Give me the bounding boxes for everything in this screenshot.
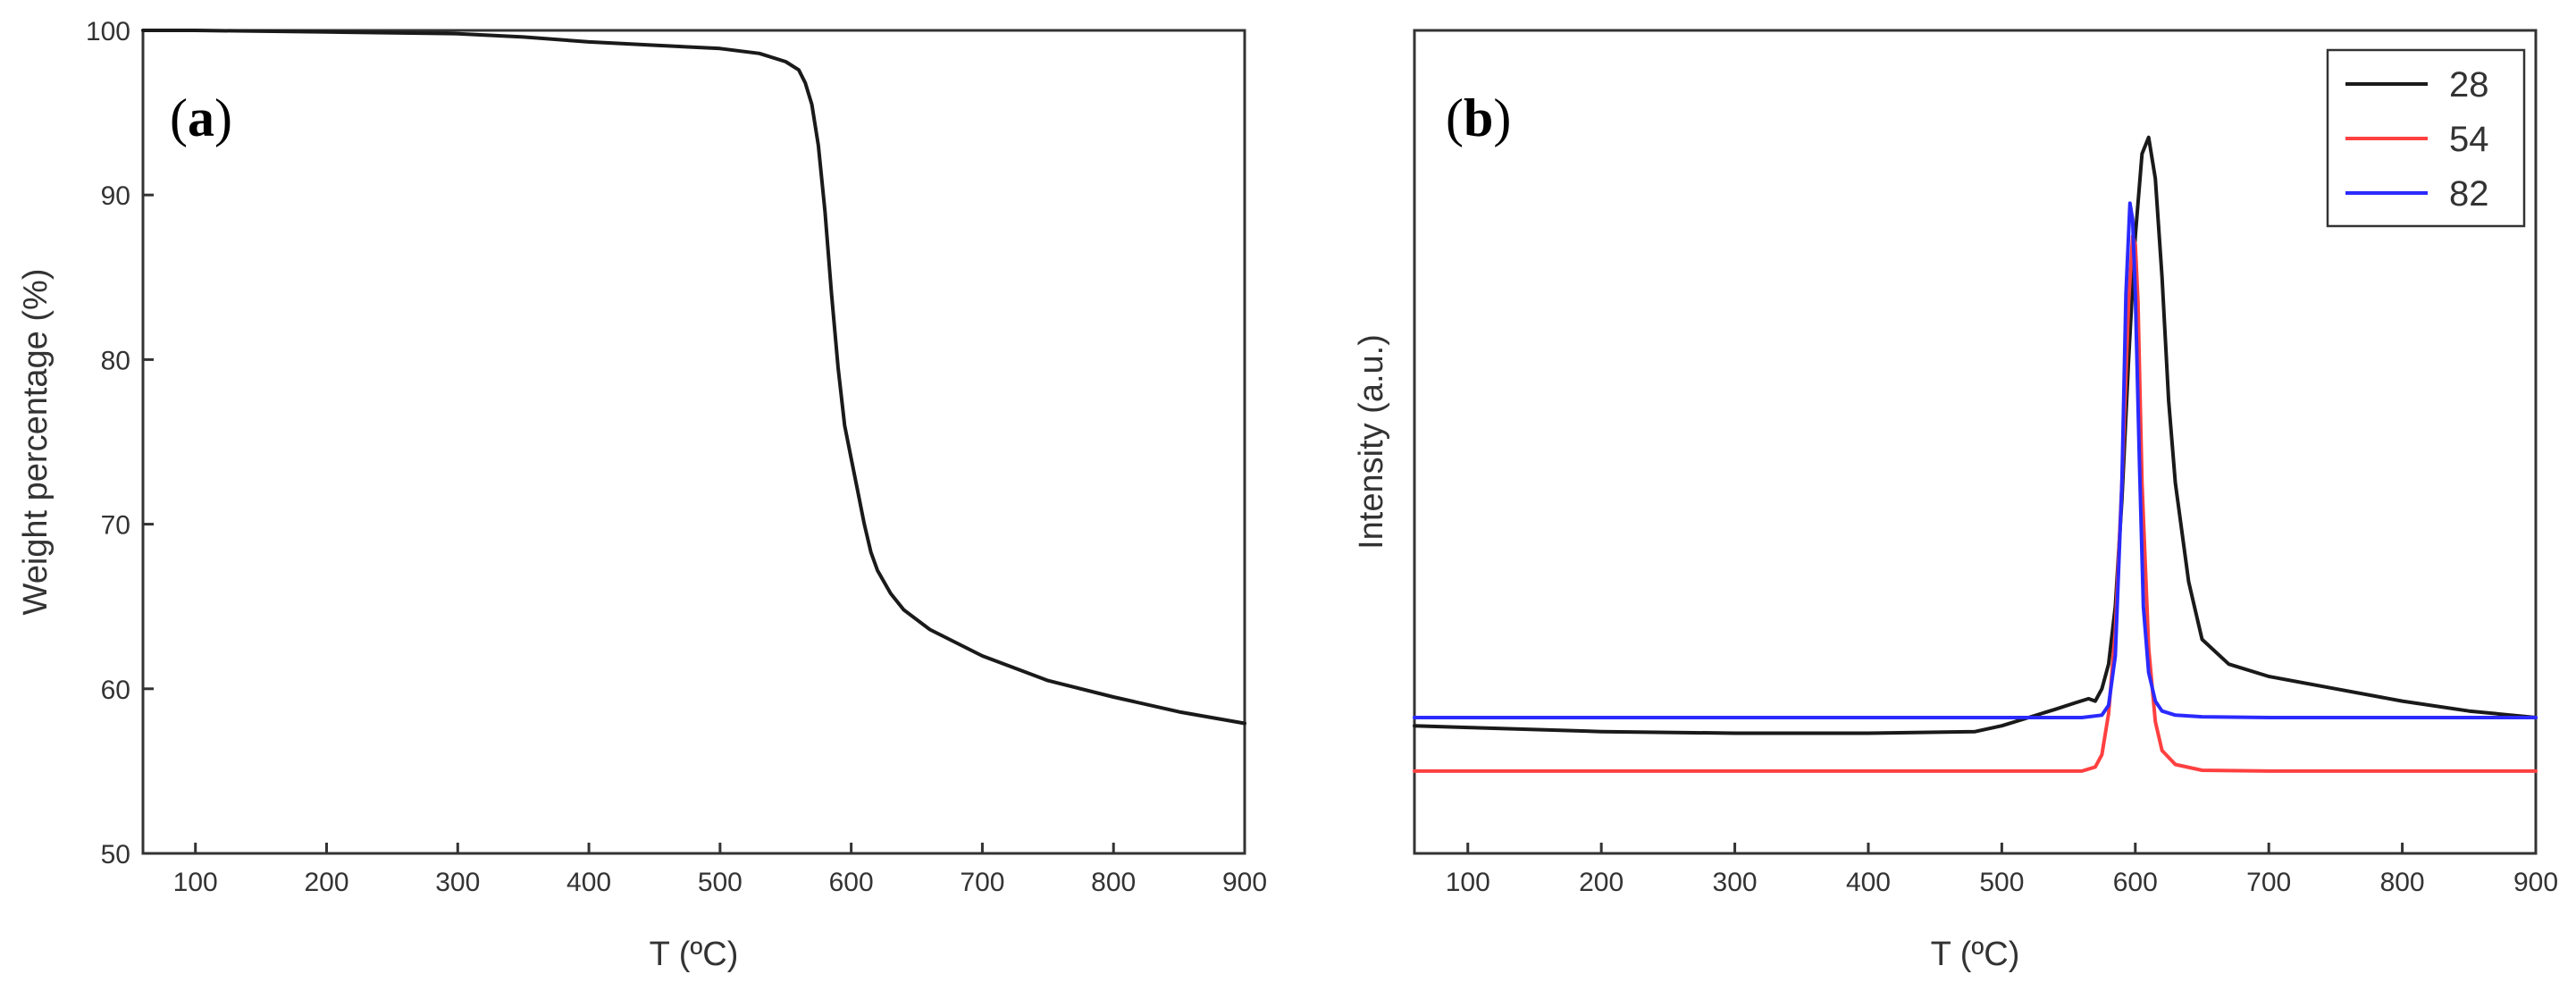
x-tick-label-a-800: 800: [1091, 868, 1136, 897]
x-tick-label-b-600: 600: [2113, 868, 2158, 897]
x-tick-label-a-900: 900: [1222, 868, 1267, 897]
x-tick-label-a-600: 600: [829, 868, 874, 897]
x-tick-label-a-400: 400: [566, 868, 611, 897]
chart-panel-a: 100 200 300 400 500 600 700 800 900 50 60 70 80 90 100…: [17, 17, 1267, 973]
x-tick-label-a-300: 300: [435, 868, 480, 897]
legend-label-54: 54: [2449, 120, 2489, 159]
panel-label-a: (a): [170, 88, 232, 147]
series-line-a-0: [141, 29, 1246, 726]
x-tick-label-b-300: 300: [1713, 868, 1758, 897]
legend-label-82: 82: [2449, 174, 2489, 214]
legend-label-28: 28: [2449, 65, 2489, 105]
plot-frame-b: [1413, 29, 2538, 855]
x-tick-label-b-800: 800: [2380, 868, 2425, 897]
x-axis-label-a: T (ºC): [650, 936, 739, 973]
x-tick-label-b-400: 400: [1846, 868, 1891, 897]
x-tick-label-a-500: 500: [698, 868, 743, 897]
x-tick-label-a-100: 100: [173, 868, 218, 897]
x-tick-label-a-200: 200: [304, 868, 348, 897]
x-axis-label-b: T (ºC): [1931, 936, 2020, 973]
chart-panel-b: 100 200 300 400 500 600 700 800 900 T (ºC) Intensi…: [1353, 29, 2558, 973]
x-tick-label-b-200: 200: [1579, 868, 1624, 897]
series-line-b-54: [1413, 234, 2538, 773]
x-tick-label-b-500: 500: [1979, 868, 2024, 897]
y-axis-label-a: Weight percentage (%): [17, 269, 55, 616]
x-tick-label-b-900: 900: [2513, 868, 2558, 897]
y-tick-label-a-100: 100: [86, 17, 130, 46]
y-tick-label-a-70: 70: [101, 511, 130, 541]
x-tick-label-a-700: 700: [960, 868, 1004, 897]
y-tick-label-a-60: 60: [101, 676, 130, 705]
y-tick-label-a-80: 80: [101, 346, 130, 375]
series-line-b-82: [1413, 201, 2538, 719]
x-tick-label-b-700: 700: [2246, 868, 2291, 897]
y-tick-label-a-50: 50: [101, 840, 130, 869]
y-axis-label-b: Intensity (a.u.): [1353, 334, 1390, 550]
y-tick-label-a-90: 90: [101, 181, 130, 211]
x-tick-label-b-100: 100: [1446, 868, 1490, 897]
panel-label-b: (b): [1446, 88, 1511, 147]
plot-frame-a: [141, 29, 1246, 855]
